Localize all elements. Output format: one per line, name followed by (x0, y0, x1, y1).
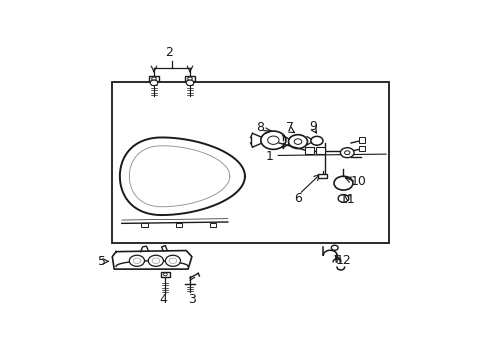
Circle shape (148, 255, 163, 266)
Circle shape (331, 245, 338, 250)
Circle shape (133, 258, 141, 264)
Bar (304, 147, 313, 153)
Bar (112, 82, 388, 243)
Bar (359, 146, 365, 151)
Circle shape (338, 194, 348, 202)
Text: 7: 7 (286, 121, 294, 134)
Circle shape (163, 273, 167, 276)
Circle shape (288, 135, 307, 149)
Circle shape (294, 139, 301, 144)
Circle shape (267, 136, 279, 144)
Bar (317, 174, 326, 179)
Circle shape (152, 258, 159, 264)
Text: 5: 5 (98, 255, 106, 268)
Circle shape (340, 148, 353, 158)
Bar (141, 223, 147, 227)
Circle shape (150, 80, 158, 86)
Circle shape (169, 258, 176, 264)
Text: 3: 3 (187, 293, 195, 306)
Bar (161, 272, 169, 276)
Bar (175, 223, 181, 227)
Bar (184, 76, 195, 81)
Circle shape (344, 151, 349, 155)
Bar (149, 76, 159, 81)
Circle shape (151, 77, 156, 80)
Circle shape (260, 131, 285, 149)
Text: 2: 2 (165, 46, 173, 59)
Text: 9: 9 (308, 120, 316, 133)
Text: 10: 10 (350, 175, 366, 188)
Bar (316, 147, 325, 153)
Text: 12: 12 (335, 254, 350, 267)
Circle shape (186, 80, 193, 86)
Text: 6: 6 (293, 192, 301, 205)
Circle shape (310, 136, 323, 145)
Text: 4: 4 (159, 293, 167, 306)
Bar (209, 223, 215, 227)
Bar (359, 138, 365, 143)
Circle shape (333, 176, 352, 190)
Text: 11: 11 (339, 193, 354, 206)
Text: 1: 1 (265, 150, 273, 163)
Text: 8: 8 (256, 121, 264, 134)
Circle shape (129, 255, 144, 266)
Circle shape (165, 255, 180, 266)
Circle shape (187, 77, 192, 80)
